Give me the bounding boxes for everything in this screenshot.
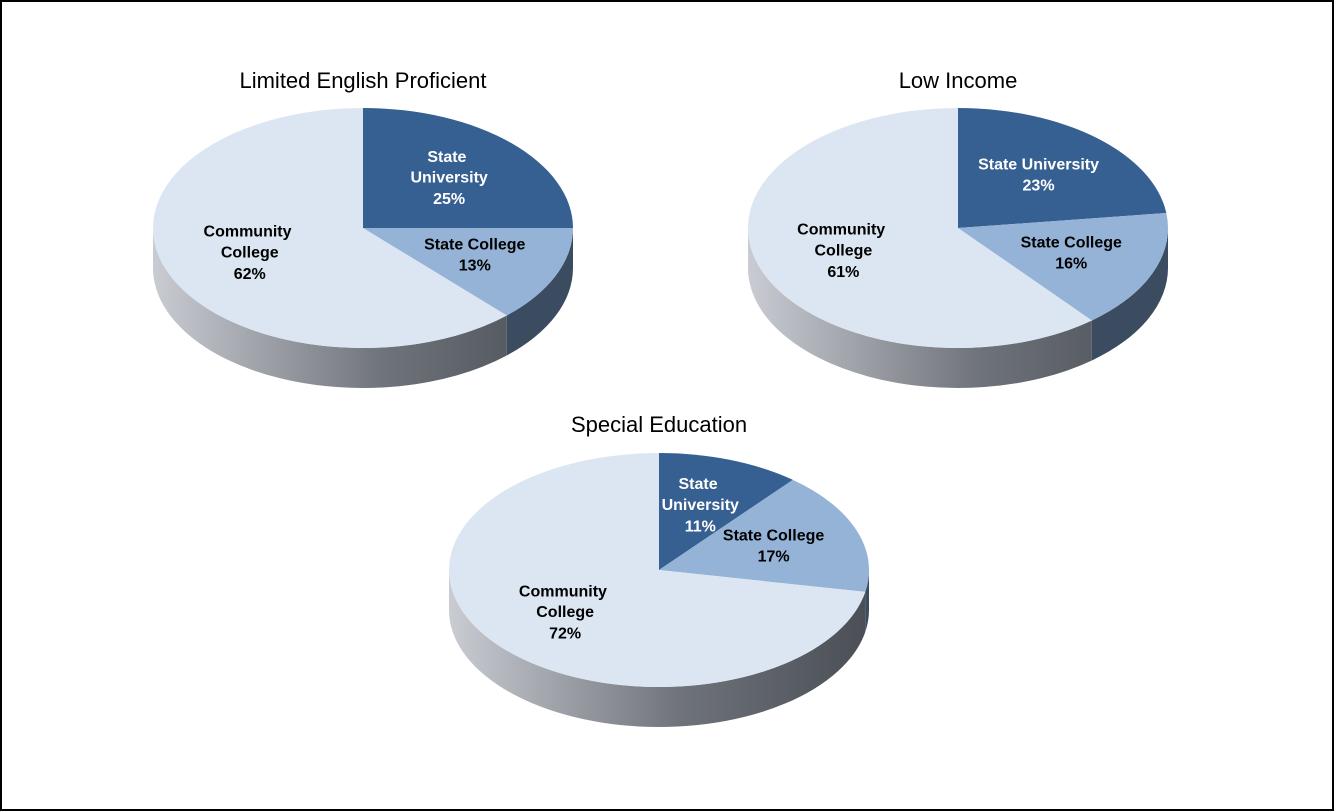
slice-label: State University [662, 476, 739, 514]
slice-value: 72% [549, 625, 581, 642]
slice-value: 25% [433, 191, 465, 208]
pie-title: Limited English Proficient [239, 68, 486, 93]
pie-slice [153, 108, 507, 349]
slice-value: 23% [1023, 178, 1055, 195]
pie-side [152, 228, 507, 389]
pie-side [449, 570, 866, 727]
pie-slice [363, 228, 573, 316]
slice-label: State College [1021, 234, 1122, 251]
pie-slice [958, 108, 1167, 228]
pie-slice [659, 479, 869, 592]
pie-side [748, 228, 1092, 388]
slice-label: Community College [797, 222, 889, 260]
pie-slice [363, 108, 573, 228]
pie-title: Special Education [571, 412, 747, 437]
slice-value: 62% [234, 266, 266, 283]
pie-slice [958, 212, 1168, 321]
slice-label: State College [424, 236, 525, 253]
pie-side [506, 228, 573, 356]
slice-label: Community College [519, 583, 611, 621]
slice-value: 16% [1055, 255, 1087, 272]
slice-value: 13% [459, 257, 491, 274]
slice-label: Community College [204, 224, 296, 262]
slice-label: State College [723, 528, 824, 545]
pie-slice [659, 452, 793, 570]
slice-value: 11% [685, 518, 716, 535]
slice-value: 61% [827, 264, 859, 281]
pie-slice [449, 453, 866, 688]
pie-slice [748, 108, 1092, 348]
pie-title: Low Income [899, 68, 1018, 93]
pie-side [1091, 228, 1168, 361]
slice-value: 17% [758, 549, 790, 566]
slice-label: State University [410, 149, 487, 187]
pie-side [865, 570, 869, 632]
slice-label: State University [978, 157, 1099, 174]
